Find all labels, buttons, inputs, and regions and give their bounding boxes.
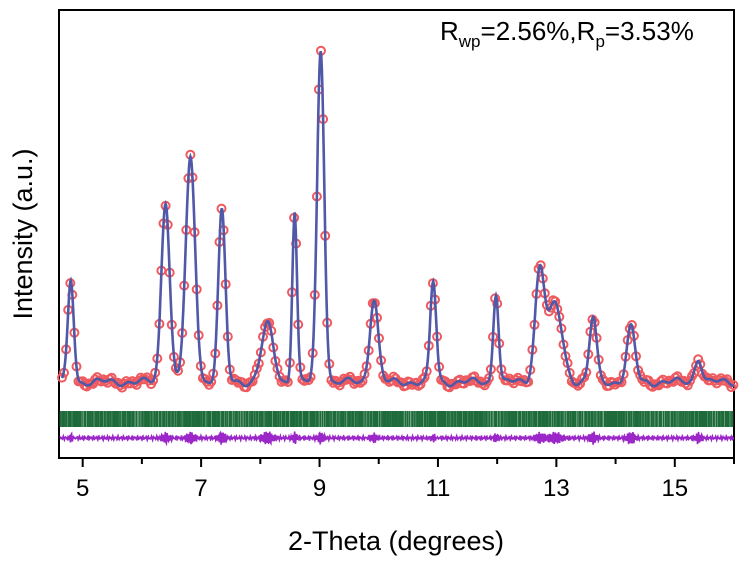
rp-subscript: p [595, 32, 604, 51]
x-tick-label: 13 [543, 475, 570, 502]
x-tick-label: 5 [76, 475, 89, 502]
plot-area-border [58, 9, 735, 459]
calculated-profile-line [60, 51, 735, 388]
difference-curve [59, 430, 735, 447]
x-tick-label: 7 [194, 475, 207, 502]
calculated-line [60, 51, 735, 388]
observed-point [684, 375, 695, 386]
plot-frame [58, 9, 735, 459]
observed-point [573, 380, 583, 391]
rwp-value: =2.56%, [481, 16, 577, 46]
observed-point [417, 374, 428, 385]
x-tick-label: 9 [313, 475, 326, 502]
observed-point [419, 372, 430, 383]
observed-point [579, 372, 590, 383]
rp-value: =3.53% [605, 16, 694, 46]
difference-line [59, 430, 735, 447]
bragg-reflection-ticks [59, 411, 734, 427]
observed-point [726, 382, 737, 393]
y-axis-label: Intensity (a.u.) [8, 148, 38, 319]
rwp-symbol: R [440, 16, 459, 46]
rwp-subscript: wp [458, 32, 481, 51]
x-tick-label: 11 [425, 475, 450, 502]
x-axis-ticks [81, 458, 735, 467]
x-axis-label: 2-Theta (degrees) [288, 526, 504, 556]
x-tick-label: 15 [661, 475, 688, 502]
observed-point [693, 354, 704, 365]
rp-symbol: R [577, 16, 596, 46]
observed-point [57, 372, 67, 383]
x-axis-tick-labels: 5 7 9 11 13 15 [76, 475, 688, 502]
r-factor-annotation: Rwp=2.56%,Rp=3.53% [440, 16, 694, 51]
